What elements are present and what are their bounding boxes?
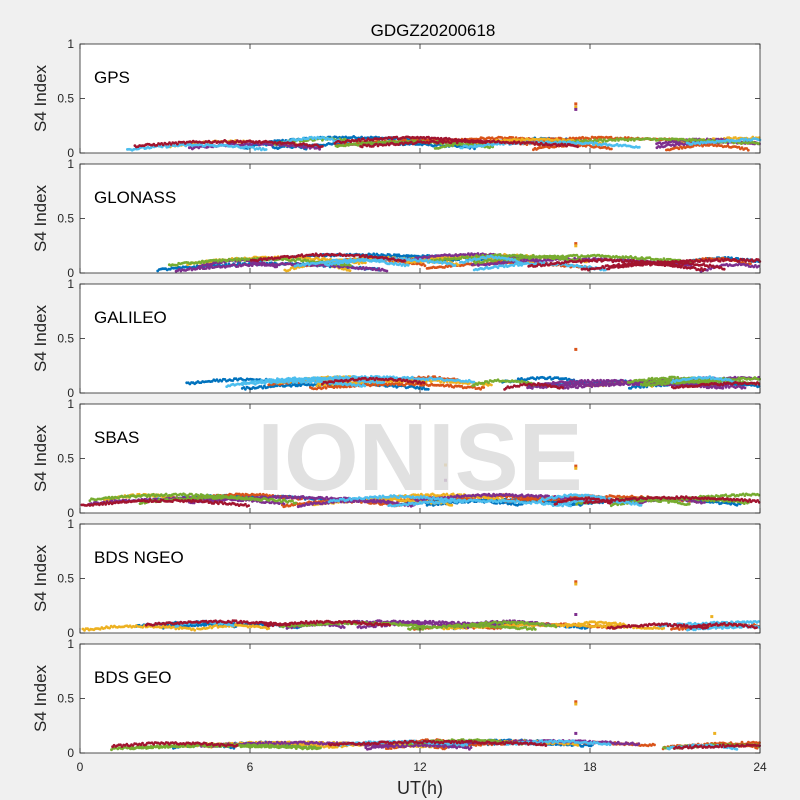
data-point (679, 265, 683, 269)
data-point (514, 136, 518, 140)
spike-point (574, 244, 578, 248)
data-point (637, 145, 641, 149)
data-point (456, 263, 460, 267)
data-point (406, 263, 410, 267)
data-point (576, 145, 579, 149)
data-point (423, 264, 427, 268)
data-point (734, 136, 737, 139)
data-point (348, 269, 352, 272)
panel-label: GLONASS (94, 188, 176, 207)
data-point (385, 269, 389, 273)
y-axis-label: S4 Index (31, 64, 50, 132)
data-point (403, 259, 406, 262)
data-point (703, 267, 707, 271)
data-point (349, 264, 352, 267)
data-point (749, 262, 752, 265)
y-tick-label: 0.5 (57, 212, 74, 226)
data-point (318, 147, 321, 151)
panel-label: GPS (94, 68, 130, 87)
data-point (448, 144, 451, 148)
data-point (370, 142, 373, 146)
data-point (536, 259, 540, 262)
data-point (275, 265, 279, 269)
y-tick-label: 1 (67, 157, 74, 171)
data-point (677, 147, 681, 151)
spike-point (574, 102, 578, 106)
figure-title: GDGZ20200618 (371, 21, 496, 40)
data-point (610, 147, 613, 151)
data-point (264, 148, 268, 151)
data-point (757, 264, 760, 268)
scatter-points (126, 102, 762, 152)
data-point (746, 148, 750, 152)
data-point (453, 264, 457, 267)
data-point (740, 146, 744, 150)
y-tick-label: 0.5 (57, 92, 74, 106)
axes-background (80, 44, 760, 153)
data-point (706, 268, 709, 272)
spike-point (574, 107, 578, 111)
data-point (609, 135, 613, 139)
y-tick-label: 1 (67, 37, 74, 51)
data-point (321, 145, 324, 148)
y-axis-label: S4 Index (31, 184, 50, 252)
data-point (722, 267, 726, 271)
